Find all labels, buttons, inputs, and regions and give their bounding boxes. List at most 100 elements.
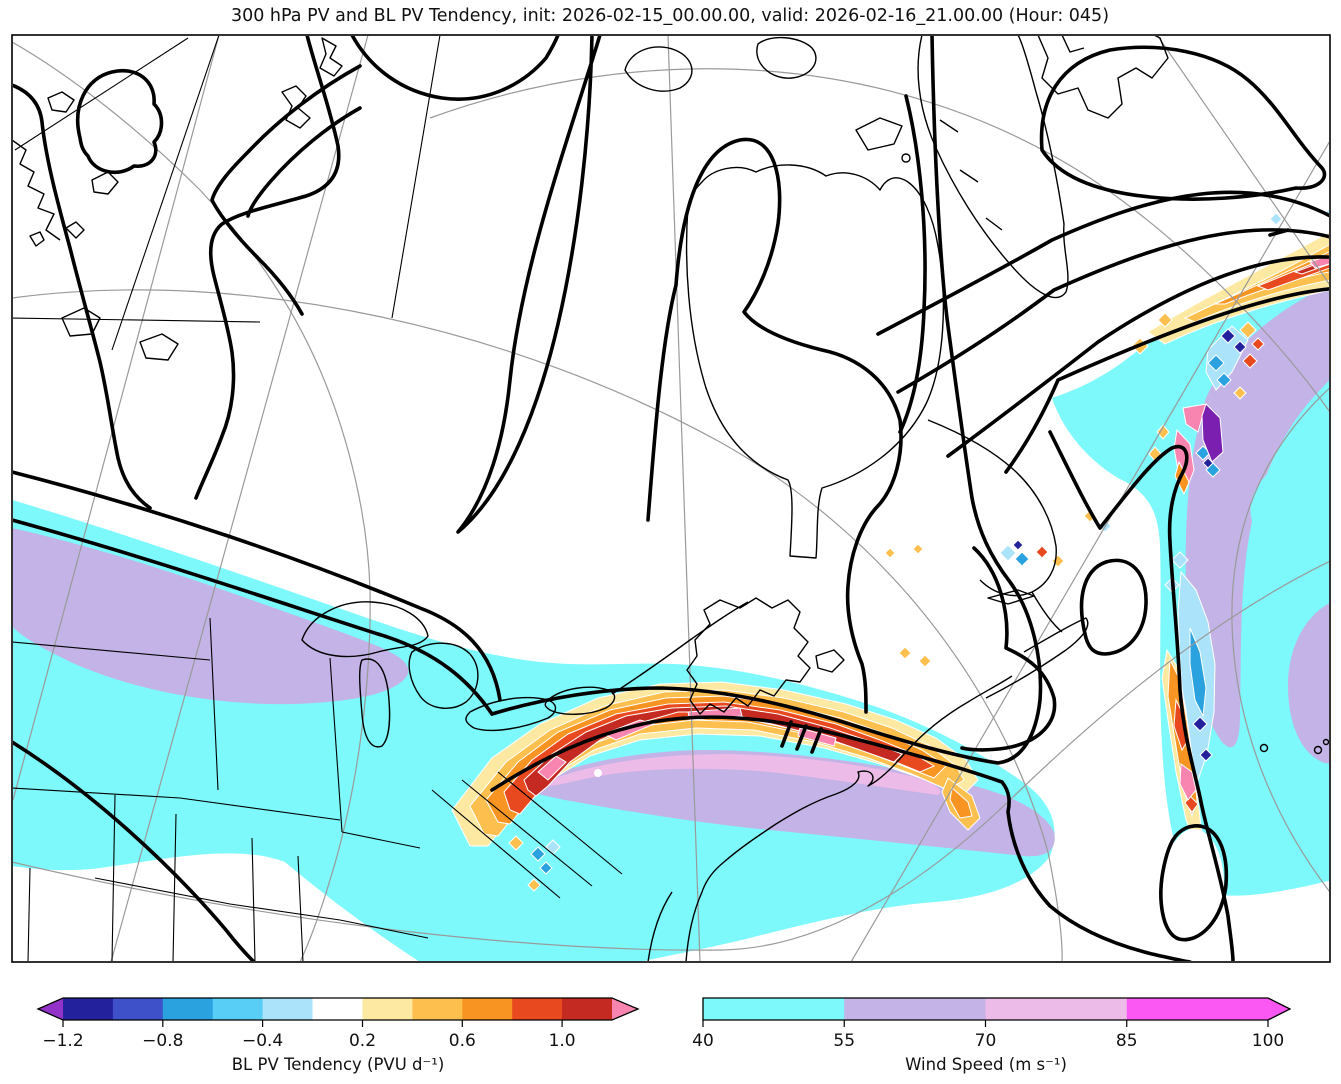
pv-colorbar-tickmarks <box>62 1020 563 1027</box>
wind-colorbar-tickmarks <box>702 1020 1269 1027</box>
pv-colorbar-label: BL PV Tendency (PVU d⁻¹) <box>232 1055 445 1074</box>
pv-cell <box>1182 403 1207 433</box>
coastlines <box>13 36 1329 961</box>
graticule-line <box>13 289 1063 961</box>
us-east-coast <box>647 675 1013 961</box>
pv-colorbar-over-arrow <box>612 998 638 1020</box>
pv-cell <box>1014 551 1030 567</box>
pv-contour-chevron <box>210 64 362 316</box>
pv-cell <box>1251 337 1265 351</box>
wind-band-southwest-55 <box>13 528 409 705</box>
wind-colorbar-segment <box>844 998 986 1020</box>
pv-cell <box>527 878 541 892</box>
oval-interior <box>1164 829 1224 939</box>
graticule-line <box>13 36 220 801</box>
graticule-line <box>1231 387 1329 892</box>
pv-cell <box>1239 321 1257 339</box>
graticule-line <box>13 561 1329 951</box>
figure-title: 300 hPa PV and BL PV Tendency, init: 202… <box>231 6 1109 26</box>
pv-cell <box>1012 539 1024 551</box>
pv-contour-trough-west <box>456 36 602 534</box>
coast-pacific-squiggles <box>13 91 179 361</box>
pv-colorbar-segment <box>162 998 214 1020</box>
wind-hole-cyan-east <box>1250 441 1329 549</box>
pv-contour-jet-north-2 <box>13 518 494 716</box>
wind-colorbar-label: Wind Speed (m s⁻¹) <box>905 1055 1067 1074</box>
lake-huron <box>408 642 479 709</box>
pv-cell <box>1035 545 1049 559</box>
pv-cell <box>539 861 553 875</box>
pv-tick-label: 0.6 <box>449 1031 476 1051</box>
pv-violet-cells <box>1201 403 1224 463</box>
pv-colorbar-under-arrow <box>38 998 63 1020</box>
pv-cell <box>1179 763 1197 801</box>
graticule-line <box>850 141 1329 961</box>
pv-contour-s-line <box>194 36 341 500</box>
pv-colorbar-segment <box>462 998 513 1020</box>
lake-ontario <box>544 686 616 715</box>
pv-contour-bundle-2 <box>896 228 1329 394</box>
wind-tick-label: 55 <box>833 1031 855 1051</box>
pv-contours <box>13 36 1329 961</box>
pv-contour-slashes <box>780 720 823 754</box>
graticule-line <box>429 68 1329 412</box>
pv-streak-tail-orange <box>949 787 973 819</box>
pv-colorbar: −1.2 −0.8 −0.4 0.2 0.6 1.0 BL PV Tendenc… <box>36 997 640 1074</box>
pv-cell <box>912 543 924 555</box>
pv-cell <box>1199 748 1213 762</box>
graticule-line <box>13 41 371 961</box>
pv-cell <box>1216 372 1232 388</box>
pv-cell <box>898 646 912 660</box>
graticule <box>13 36 1329 961</box>
pv-tick-label: −0.4 <box>242 1031 283 1051</box>
graticule-line <box>110 36 369 961</box>
lake-erie <box>465 696 557 732</box>
pv-contour-streak-upper <box>490 36 1043 765</box>
pv-contour-streak-lower <box>490 715 1192 961</box>
pv-colorbar-segment <box>362 998 413 1020</box>
wind-colorbar: 40 55 70 85 100 Wind Speed (m s⁻¹) <box>692 997 1292 1074</box>
pv-navy-cells <box>1012 328 1247 762</box>
pv-cell <box>918 654 932 668</box>
wind-colorbar-segment <box>703 998 845 1020</box>
island-speck <box>901 153 911 163</box>
anticosti-island <box>987 589 1035 605</box>
coast-arctic <box>281 37 817 129</box>
nova-scotia-coast <box>985 617 1089 699</box>
island-speck <box>1313 745 1323 755</box>
pv-cell <box>1207 354 1225 372</box>
pv-tick-label: 1.0 <box>549 1031 576 1051</box>
map-frame <box>11 34 1331 963</box>
wind-band-east-55 <box>1185 285 1329 748</box>
greenland-coast <box>1037 36 1169 119</box>
pv-cell <box>999 544 1017 562</box>
graticule-line <box>667 36 701 961</box>
pv-colorbar-segment <box>512 998 563 1020</box>
pv-contour-dash <box>1268 228 1290 237</box>
southampton-island <box>855 117 903 151</box>
pv-colorbar-segment <box>262 998 313 1020</box>
pv-contour-bundle-3 <box>946 255 1329 458</box>
pv-cell <box>884 547 896 559</box>
pv-contour-bottomleft <box>13 740 256 961</box>
pv-contour-oval <box>1159 824 1229 942</box>
pv-contour-trough-east <box>1048 430 1235 961</box>
pv-colorbar-segment <box>312 998 363 1020</box>
pv-contour-top-arc <box>350 36 560 101</box>
wind-tick-label: 40 <box>692 1031 714 1051</box>
wind-colorbar-over-arrow <box>1268 998 1290 1020</box>
pv-orangered-cells <box>1035 337 1265 813</box>
pv-cell <box>1233 340 1247 354</box>
pv-colorbar-segment <box>112 998 164 1020</box>
lake-superior <box>301 601 429 658</box>
pv-contour-topright-loop <box>1039 45 1327 201</box>
pv-contour-hook <box>960 546 1057 752</box>
pv-contour-blob-topleft <box>75 68 164 175</box>
wind-tick-label: 100 <box>1252 1031 1284 1051</box>
pv-cell <box>530 846 546 862</box>
pv-cell <box>1201 403 1224 463</box>
pv-cell <box>1189 627 1207 718</box>
wind-hole-dot <box>594 769 602 777</box>
